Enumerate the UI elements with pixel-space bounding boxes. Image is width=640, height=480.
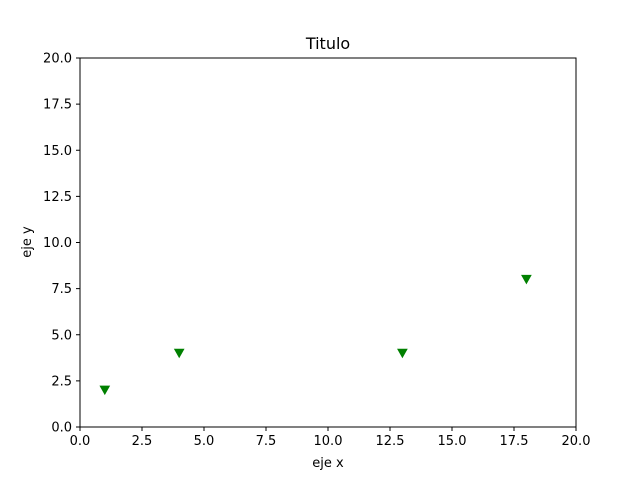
y-tick-label: 15.0 bbox=[43, 144, 72, 159]
x-axis: 0.0 2.5 5.0 7.5 10.0 12.5 15.0 17.5 20.0 bbox=[70, 427, 591, 449]
y-tick-label: 20.0 bbox=[43, 52, 72, 67]
plot-area bbox=[79, 57, 577, 428]
y-tick-label: 10.0 bbox=[43, 236, 72, 251]
chart-title: Titulo bbox=[305, 34, 350, 53]
y-tick-label: 17.5 bbox=[43, 98, 72, 113]
x-axis-label: eje x bbox=[312, 456, 344, 471]
y-tick-label: 5.0 bbox=[51, 328, 72, 343]
x-tick-label: 2.5 bbox=[132, 434, 153, 449]
x-tick-label: 10.0 bbox=[314, 434, 343, 449]
x-tick-label: 12.5 bbox=[376, 434, 405, 449]
y-tick-label: 12.5 bbox=[43, 190, 72, 205]
y-tick-label: 0.0 bbox=[51, 421, 72, 436]
data-point bbox=[173, 348, 185, 359]
x-tick-label: 17.5 bbox=[500, 434, 529, 449]
y-tick-label: 2.5 bbox=[51, 374, 72, 389]
x-tick-label: 15.0 bbox=[438, 434, 467, 449]
x-tick-label: 0.0 bbox=[70, 434, 91, 449]
y-axis-label: eje y bbox=[20, 226, 35, 258]
plot-frame bbox=[79, 57, 577, 428]
data-point bbox=[397, 348, 408, 359]
x-tick-label: 20.0 bbox=[562, 434, 591, 449]
y-axis: 0.0 2.5 5.0 7.5 10.0 12.5 15.0 17.5 20.0 bbox=[43, 52, 80, 436]
x-tick-label: 5.0 bbox=[194, 434, 215, 449]
data-point bbox=[521, 274, 532, 285]
data-point bbox=[99, 385, 111, 396]
data-points bbox=[99, 274, 532, 396]
y-tick-label: 7.5 bbox=[51, 282, 72, 297]
x-tick-label: 7.5 bbox=[256, 434, 277, 449]
